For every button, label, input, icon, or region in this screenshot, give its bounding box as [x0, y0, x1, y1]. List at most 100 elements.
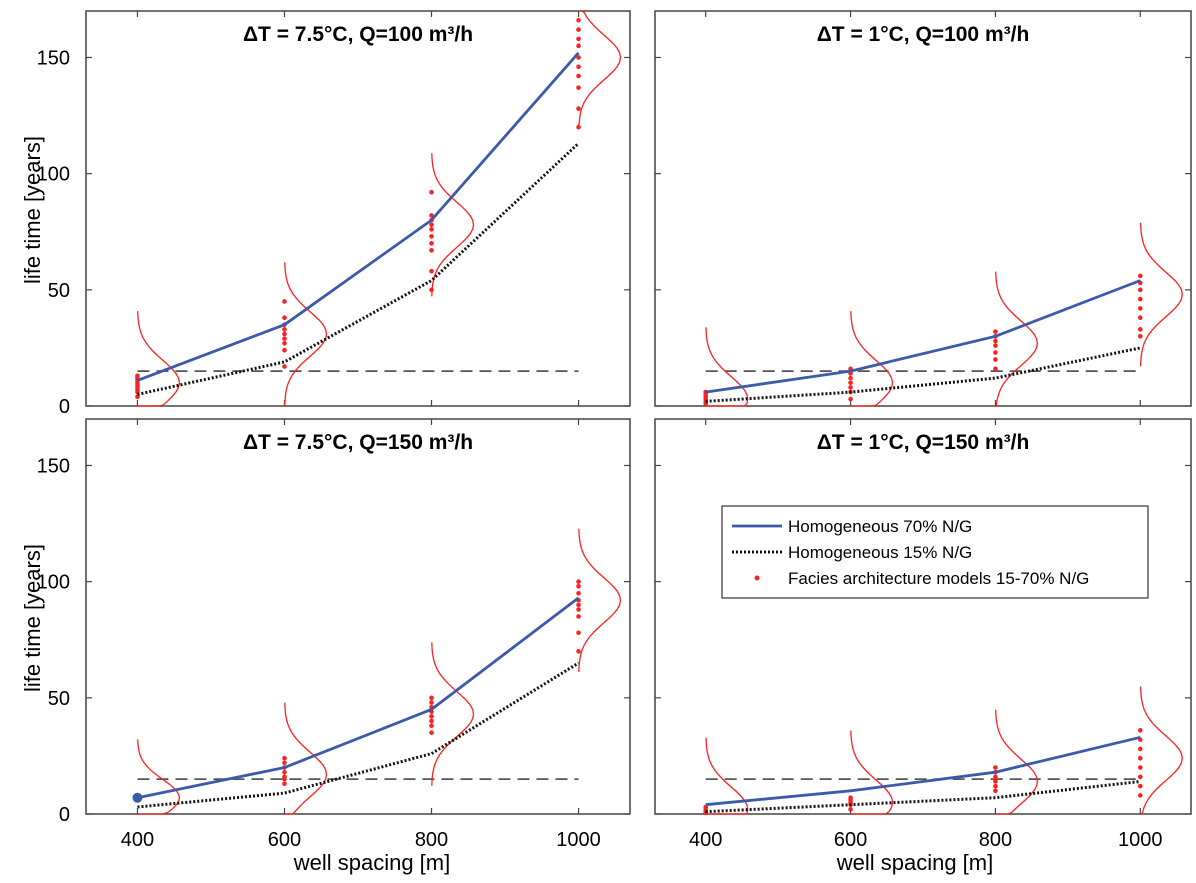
series-line-homogeneous-70 — [705, 735, 1141, 807]
facies-distribution-curve — [431, 642, 475, 786]
facies-model-point — [576, 43, 581, 49]
facies-model-point — [576, 27, 581, 32]
x-tick-label: 400 — [121, 829, 154, 851]
facies-model-point — [282, 755, 287, 761]
panel-2: ΔT = 1°C, Q=100 m³/h — [654, 10, 1192, 407]
series-line-homogeneous-70 — [137, 51, 580, 382]
y-tick-label: 0 — [59, 396, 70, 418]
facies-distribution-curve — [431, 153, 475, 297]
facies-distribution-curve — [995, 271, 1039, 407]
panel-1: 0 50 100 150 ΔT = 7.5°C, Q=100 m³/h — [37, 10, 631, 418]
facies-model-point — [576, 73, 581, 79]
facies-model-point — [1137, 315, 1143, 321]
facies-model-point — [1137, 774, 1143, 780]
facies-model-point — [993, 774, 998, 780]
facies-model-point — [993, 350, 998, 355]
facies-model-point — [429, 268, 434, 274]
facies-distribution-curve — [1139, 222, 1183, 367]
x-tick-label: 800 — [415, 829, 448, 851]
facies-distribution-curve — [137, 311, 181, 407]
y-axis-label-top: life time [years] — [20, 136, 45, 284]
facies-model-point — [429, 723, 434, 729]
facies-model-point — [848, 807, 853, 812]
y-tick-label: 0 — [59, 804, 70, 826]
facies-model-point — [282, 331, 287, 337]
facies-distribution-curve — [284, 262, 328, 406]
panel-title: ΔT = 7.5°C, Q=150 m³/h — [243, 431, 473, 454]
legend-label: Homogeneous 15% N/G — [788, 543, 972, 562]
facies-model-point — [993, 783, 998, 789]
facies-distribution-curve — [578, 10, 622, 130]
facies-model-point — [993, 765, 998, 770]
facies-model-point — [576, 85, 581, 90]
legend-label: Facies architecture models 15-70% N/G — [788, 569, 1089, 588]
facies-model-point — [576, 64, 581, 70]
facies-model-point — [576, 649, 581, 654]
facies-distribution-curve — [705, 327, 749, 407]
panel-title: ΔT = 7.5°C, Q=100 m³/h — [243, 23, 473, 46]
facies-model-point — [429, 730, 434, 735]
legend: Homogeneous 70% N/G Homogeneous 15% N/G Fa… — [721, 505, 1149, 599]
panels: 0 50 100 150 ΔT = 7.5°C, Q=100 m³/h ΔT = 1°C,… — [37, 10, 1192, 851]
facies-model-point — [576, 583, 581, 589]
facies-model-point — [1137, 306, 1143, 311]
facies-model-point — [282, 769, 287, 775]
facies-model-point — [1137, 746, 1143, 752]
facies-model-point — [429, 213, 434, 218]
series-line-homogeneous-15 — [705, 346, 1141, 403]
series-line-homogeneous-70 — [705, 279, 1141, 394]
panel-3: 0 50 100 150 400 600 800 1000 ΔT = 7.5°C, Q=150 … — [37, 418, 631, 851]
highlight-point — [132, 792, 143, 803]
x-tick-label: 400 — [689, 829, 722, 851]
y-tick-label: 100 — [37, 164, 70, 186]
facies-model-point — [848, 385, 853, 390]
series-line-homogeneous-15 — [137, 661, 580, 809]
facies-model-point — [1137, 728, 1143, 733]
y-tick-label: 100 — [37, 572, 70, 594]
facies-distribution-curve — [578, 528, 622, 672]
x-axis-label-right: well spacing [m] — [836, 850, 994, 875]
facies-model-point — [993, 357, 998, 362]
facies-model-point — [993, 366, 998, 372]
facies-model-point — [576, 590, 581, 596]
panel-title: ΔT = 1°C, Q=150 m³/h — [817, 431, 1030, 454]
x-axis-label-left: well spacing [m] — [293, 850, 451, 875]
facies-model-point — [429, 714, 434, 719]
facies-model-point — [282, 299, 287, 304]
y-tick-label: 50 — [48, 280, 70, 302]
facies-model-point — [576, 124, 581, 130]
facies-model-point — [429, 248, 434, 253]
facies-model-point — [1137, 287, 1143, 293]
facies-model-point — [429, 287, 434, 293]
facies-model-point — [429, 695, 434, 701]
facies-model-point — [282, 315, 287, 321]
facies-model-point — [993, 779, 998, 784]
facies-model-point — [576, 17, 581, 23]
facies-model-point — [282, 347, 287, 353]
facies-model-point — [1137, 273, 1143, 279]
facies-model-point — [576, 607, 581, 612]
facies-model-point — [429, 718, 434, 724]
plot-frame — [85, 10, 631, 407]
panel-4: 400 600 800 1000 ΔT = 1°C, Q=150 m³/h — [654, 418, 1192, 851]
legend-marker — [754, 575, 760, 581]
facies-model-point — [282, 340, 287, 346]
facies-model-point — [429, 227, 434, 232]
series-line-homogeneous-70 — [137, 596, 580, 800]
x-tick-label: 600 — [834, 829, 867, 851]
y-tick-label: 150 — [37, 455, 70, 477]
facies-model-point — [1137, 296, 1143, 302]
facies-model-point — [135, 373, 140, 379]
plot-frame — [654, 418, 1192, 815]
facies-model-point — [576, 579, 581, 584]
x-tick-label: 800 — [979, 829, 1012, 851]
facies-distribution-curve — [284, 702, 328, 815]
facies-model-point — [1137, 793, 1143, 798]
facies-distribution-curve — [850, 730, 894, 815]
facies-model-point — [1137, 333, 1143, 339]
facies-model-point — [282, 774, 287, 780]
plot-frame — [654, 10, 1192, 407]
facies-model-point — [429, 222, 434, 228]
facies-model-point — [993, 329, 998, 334]
